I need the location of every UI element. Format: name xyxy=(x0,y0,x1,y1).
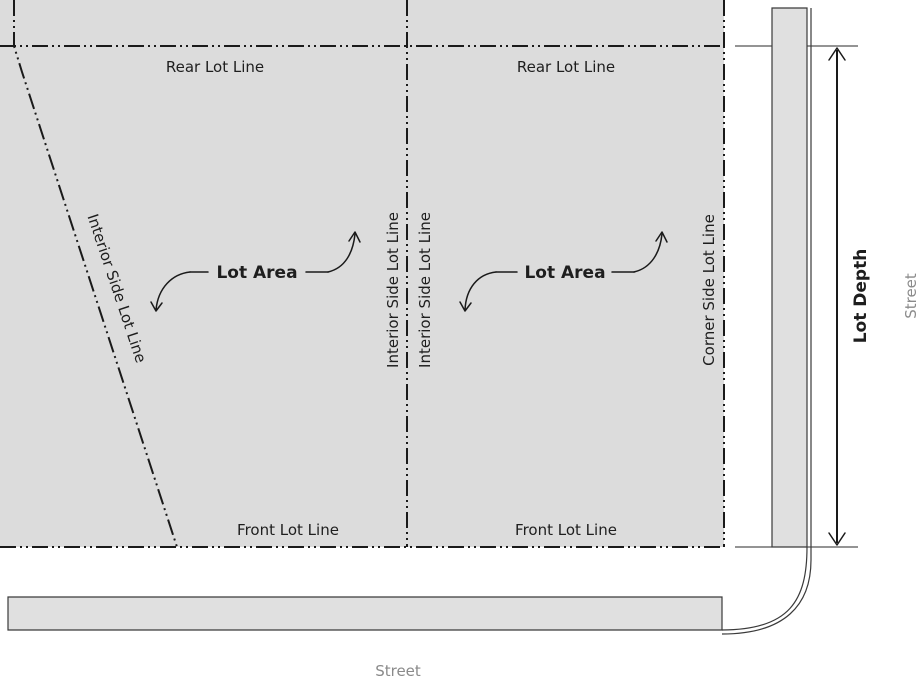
lot-area-arrowhead-right-b xyxy=(655,231,668,243)
front-lot-line-label-right: Front Lot Line xyxy=(515,521,617,539)
interior-side-lot-line-diagonal xyxy=(13,0,178,548)
interior-side-lot-line-label-right: Interior Side Lot Line xyxy=(416,212,434,368)
sidewalk-right xyxy=(771,7,808,548)
lot-depth-label: Lot Depth xyxy=(851,249,871,344)
lot-depth-arrowhead-top xyxy=(828,47,846,61)
street-label-right: Street xyxy=(902,273,920,319)
sidewalk-bottom xyxy=(7,596,723,631)
street-label-bottom: Street xyxy=(375,662,421,680)
lot-area-curved-arrow-left-b xyxy=(327,233,356,273)
curb-corner-outer xyxy=(721,8,812,635)
lot-area-label-left: Lot Area xyxy=(216,263,297,283)
lot-area-curved-arrow-left-a xyxy=(155,271,191,311)
rear-lot-line-label-right: Rear Lot Line xyxy=(517,58,615,76)
lot-area-fill-right xyxy=(407,0,724,547)
curb-corner xyxy=(721,546,808,631)
lot-area-curved-arrow-right-b xyxy=(633,233,663,273)
lot-area-arrowhead-left-b xyxy=(348,231,361,243)
front-lot-line-label-left: Front Lot Line xyxy=(237,521,339,539)
rear-lot-line-label-left: Rear Lot Line xyxy=(166,58,264,76)
lot-area-fill-left xyxy=(0,0,407,547)
interior-side-lot-line-label-left: Interior Side Lot Line xyxy=(384,212,402,368)
lot-area-label-right: Lot Area xyxy=(524,263,605,283)
lot-depth-arrowhead-bottom xyxy=(828,532,846,546)
lot-area-curved-arrow-right-a xyxy=(464,271,497,311)
lot-area-arrowhead-left-a xyxy=(150,301,163,312)
corner-side-lot-line-label: Corner Side Lot Line xyxy=(700,214,718,366)
lot-area-arrowhead-right-a xyxy=(459,301,472,312)
